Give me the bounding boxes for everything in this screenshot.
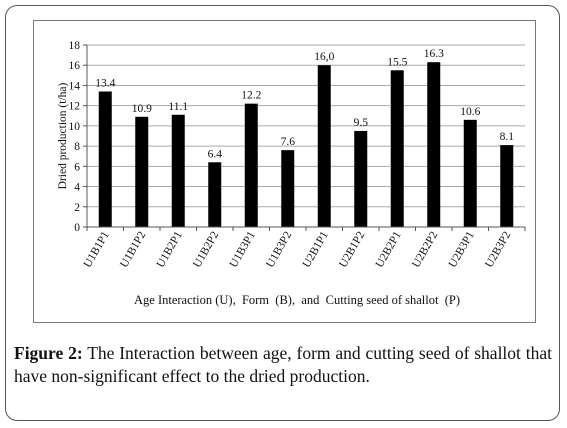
data-label: 11.1	[168, 101, 188, 113]
figure-caption: Figure 2: The Interaction between age, f…	[14, 342, 552, 388]
x-tick-label: U2B2P2	[410, 229, 440, 270]
value-labels: 13.4 10.9 11.1 6.4 12.2 7.6 16,0 9.5 15.5 16.3 10.…	[95, 48, 514, 160]
bar	[281, 150, 295, 227]
grid-lines	[87, 44, 525, 228]
x-tick-label: U1B3P1	[228, 229, 258, 270]
data-label: 7.6	[281, 136, 296, 148]
x-tick-label: U1B1P1	[82, 229, 112, 270]
y-axis-label: Dried production (t/ha)	[57, 83, 69, 190]
bar	[500, 145, 514, 227]
y-tick-label: 2	[74, 202, 80, 214]
y-tick-label: 6	[74, 161, 80, 173]
y-tick-label: 12	[69, 101, 81, 113]
data-label: 15.5	[387, 56, 407, 68]
y-tick-label: 4	[74, 182, 80, 194]
data-label: 16.3	[424, 48, 444, 60]
y-tick-label: 16	[69, 60, 81, 72]
x-tick-label: U2B1P1	[301, 229, 331, 270]
bar	[427, 62, 441, 227]
y-tick-label: 0	[74, 222, 80, 234]
x-tick-label: U1B2P1	[155, 229, 185, 270]
bar	[208, 162, 222, 227]
x-tick-label: U1B1P2	[118, 229, 148, 270]
y-axis-ticks: 0 2 4 6 8 10 12 14 16 18	[69, 40, 87, 234]
data-label: 8.1	[500, 131, 515, 143]
bar	[463, 119, 477, 227]
data-label: 10.9	[132, 103, 152, 115]
bar	[171, 114, 185, 227]
x-tick-label: U2B3P2	[483, 229, 513, 270]
caption-text: The Interaction between age, form and cu…	[14, 343, 552, 386]
y-tick-label: 18	[69, 40, 81, 52]
bar	[354, 130, 368, 227]
data-label: 9.5	[354, 117, 369, 129]
y-tick-label: 8	[74, 141, 80, 153]
bar	[244, 103, 258, 227]
data-label: 16,0	[314, 51, 334, 63]
bar-chart: 0 2 4 6 8 10 12 14 16 18 13.4 10.9 11.1 6.4 12.2 7.6 16…	[57, 40, 526, 307]
bar	[317, 65, 331, 227]
bars	[98, 62, 514, 228]
data-label: 12.2	[241, 90, 261, 102]
x-tick-label: U2B1P2	[337, 229, 367, 270]
x-tick-label: U2B2P1	[374, 229, 404, 270]
data-label: 10.6	[460, 106, 480, 118]
y-tick-label: 14	[69, 80, 81, 92]
bar	[98, 91, 112, 227]
data-label: 13.4	[95, 78, 115, 90]
x-tick-label: U2B3P1	[447, 229, 477, 270]
caption-label: Figure 2:	[14, 343, 83, 363]
bar	[390, 70, 404, 228]
bar	[135, 116, 149, 227]
data-label: 6.4	[208, 148, 223, 160]
y-tick-label: 10	[69, 121, 81, 133]
x-axis-label: Age Interaction (U), Form (B), and Cutti…	[134, 293, 460, 307]
x-tick-label: U1B2P2	[191, 229, 221, 270]
x-tick-label: U1B3P2	[264, 229, 294, 270]
x-axis-ticks: U1B1P1 U1B1P2 U1B2P1 U1B2P2 U1B3P1 U1B3P2 U2B1…	[82, 227, 526, 270]
